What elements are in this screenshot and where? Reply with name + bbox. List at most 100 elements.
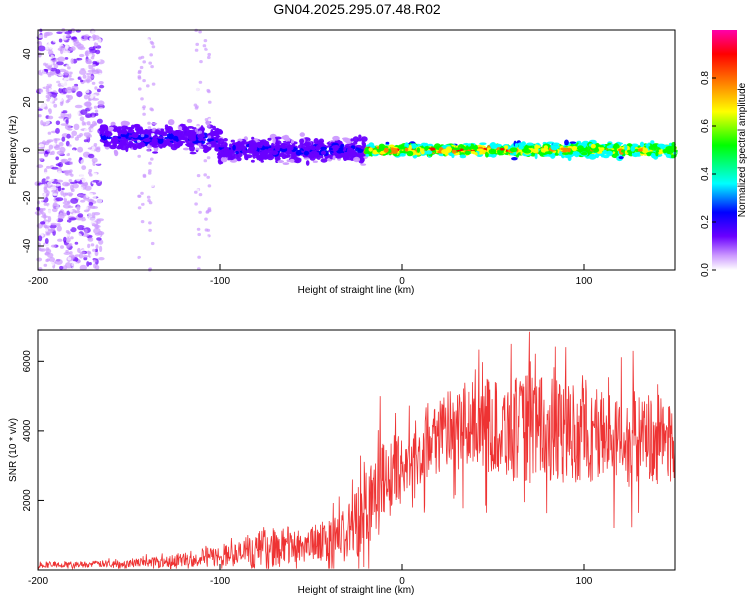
spectrogram-cell: [207, 209, 212, 213]
spectrogram-cell: [651, 152, 656, 159]
spectrogram-cell: [113, 143, 117, 148]
snr-x-tick-label: 100: [576, 576, 593, 587]
spectrogram-cell: [52, 40, 59, 43]
spectrogram-cell: [137, 34, 141, 38]
spectrogram-cell: [514, 143, 519, 148]
spectrogram-cell: [46, 91, 50, 95]
spectrogram-cell: [53, 103, 58, 108]
spectrogram-cell: [63, 252, 71, 255]
spectrogram-cell: [152, 145, 159, 148]
spectrogram-cell: [566, 154, 573, 158]
spectrogram-cell: [91, 223, 96, 227]
spectrogram-cell: [142, 112, 146, 116]
spectrogram-cell: [92, 173, 97, 177]
spectrogram-cell: [68, 179, 73, 183]
spectrogram-cell: [218, 145, 227, 148]
spectrogram-cell: [599, 145, 604, 148]
spectrogram-cell: [67, 146, 73, 149]
spectrogram-cell: [45, 258, 49, 263]
spectrogram-cell: [229, 143, 233, 148]
spectrogram-cell: [85, 135, 89, 140]
spectrogram-cell: [67, 175, 71, 179]
spectrogram-cell: [282, 162, 290, 166]
spectrogram-cell: [68, 243, 73, 247]
spectrogram-cell: [320, 155, 324, 159]
spectrogram-cell: [204, 217, 208, 221]
spectrogram-cell: [70, 236, 74, 240]
spectrogram-cell: [47, 131, 52, 135]
spectrogram-cell: [137, 75, 142, 79]
spectrogram-cell: [42, 71, 47, 78]
spectrogram-cell: [150, 65, 154, 69]
spectrogram-cell: [141, 44, 146, 49]
spectrogram-cell: [63, 113, 69, 117]
snr-panel: -200 -100 0 100 2000 4000 6000 Height of strai…: [8, 329, 676, 596]
spectrogram-cell: [550, 143, 559, 151]
spectrogram-cell: [665, 153, 672, 158]
spectrogram-cell: [650, 145, 655, 151]
spectrogram-cell: [391, 148, 399, 154]
spectrogram-cell: [141, 73, 146, 77]
spectrogram-cell: [65, 129, 69, 133]
spectrogram-cell: [91, 30, 95, 34]
spectrogram-cell: [80, 199, 86, 203]
spectrogram-cell: [88, 169, 93, 173]
colorbar-tick-label: 0.2: [700, 215, 711, 229]
spectrogram-y-tick-label: 0: [22, 147, 33, 153]
spectrogram-cell: [539, 152, 547, 156]
spectrogram-cell: [87, 64, 94, 70]
spectrogram-cell: [208, 247, 212, 251]
spectrogram-cell: [50, 67, 57, 72]
spectrogram-cell: [99, 245, 103, 252]
spectrogram-cell: [74, 104, 83, 109]
spectrogram-cell: [250, 159, 255, 163]
spectrogram-cell: [83, 204, 88, 212]
spectrogram-cell: [146, 38, 150, 42]
spectrogram-cell: [151, 132, 155, 137]
spectrogram-cell: [60, 245, 64, 249]
spectrogram-cell: [207, 135, 212, 139]
spectrogram-cell: [93, 263, 97, 269]
spectrogram-cell: [38, 157, 44, 161]
spectrogram-cell: [90, 148, 95, 152]
spectrogram-cell: [66, 237, 71, 243]
spectrogram-cell: [305, 160, 310, 166]
spectrogram-cell: [66, 109, 71, 115]
spectrogram-cell: [320, 146, 328, 151]
spectrogram-cell: [69, 169, 73, 173]
spectrogram-cell: [61, 136, 66, 142]
spectrogram-cell: [353, 156, 361, 163]
spectrogram-cell: [84, 181, 88, 187]
spectrogram-cell: [61, 159, 66, 164]
spectrogram-cell: [146, 129, 152, 134]
spectrogram-cell: [310, 145, 317, 151]
spectrogram-cell: [63, 70, 69, 76]
spectrogram-cell: [167, 142, 174, 147]
spectrogram-cell: [53, 193, 59, 197]
spectrogram-cell: [272, 137, 276, 144]
spectrogram-cell: [485, 151, 489, 158]
spectrogram-cell: [65, 171, 69, 175]
spectrogram-cell: [68, 217, 77, 221]
spectrogram-cell: [63, 50, 71, 54]
spectrogram-cell: [70, 173, 74, 177]
spectrogram-cell: [73, 80, 78, 84]
spectrogram-cell: [198, 130, 203, 134]
spectrogram-cell: [58, 98, 63, 102]
snr-axes: -200 -100 0 100 2000 4000 6000: [22, 350, 593, 587]
spectrogram-cell: [49, 186, 57, 191]
spectrogram-cell: [206, 88, 210, 93]
spectrogram-cell: [588, 153, 597, 160]
spectrogram-cell: [182, 147, 190, 151]
spectrogram-cell: [198, 210, 202, 214]
spectrogram-cell: [206, 124, 211, 128]
spectrogram-cell: [70, 197, 79, 204]
spectrogram-cell: [236, 140, 242, 147]
spectrogram-cell: [197, 232, 201, 237]
spectrogram-cell: [251, 136, 255, 140]
spectrogram-cell: [46, 165, 51, 169]
spectrogram-cell: [47, 181, 53, 186]
spectrogram-cell: [63, 77, 70, 81]
spectrogram-cell: [459, 154, 467, 159]
spectrogram-cell: [67, 66, 71, 70]
